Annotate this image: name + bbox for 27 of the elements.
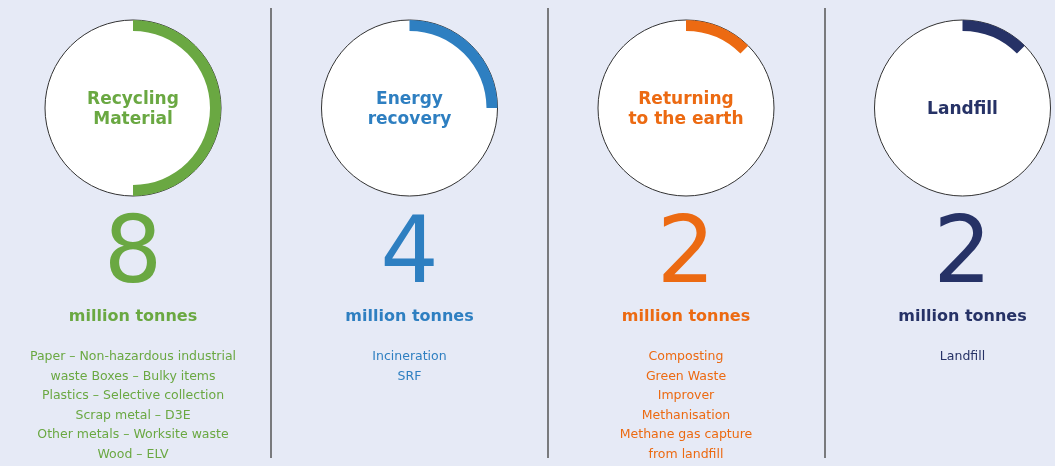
text: Other metals – Worksite waste (37, 426, 229, 442)
text: Composting (648, 348, 724, 363)
text: SRF (397, 367, 422, 383)
text: Improver (657, 387, 716, 403)
text: Methanisation (641, 406, 731, 422)
data-label: 2 (656, 197, 716, 304)
text: Scrap metal – D3E (75, 406, 191, 422)
text: Methane gas capture (619, 426, 753, 442)
text: Landfill (927, 98, 998, 118)
text: Wood – ELV (97, 446, 169, 461)
text: million tonnes (621, 306, 751, 325)
data-label: 4 (380, 197, 439, 304)
text: million tonnes (68, 306, 198, 325)
text: Recycling Material (87, 88, 179, 128)
text: Landfill (939, 348, 986, 363)
text: Green Waste (645, 367, 727, 383)
text: Paper – Non-hazardous industrial (29, 348, 237, 363)
text: million tonnes (898, 306, 1027, 325)
text: million tonnes (345, 306, 474, 325)
text: waste Boxes – Bulky items (50, 367, 216, 383)
text: Returning to the earth (628, 88, 744, 128)
text: Plastics – Selective collection (41, 387, 225, 403)
text: from landfill (648, 446, 724, 461)
text: Energy recovery (367, 88, 452, 128)
data-label: 2 (933, 197, 992, 304)
text: Incineration (372, 348, 447, 363)
data-label: 8 (103, 197, 163, 304)
